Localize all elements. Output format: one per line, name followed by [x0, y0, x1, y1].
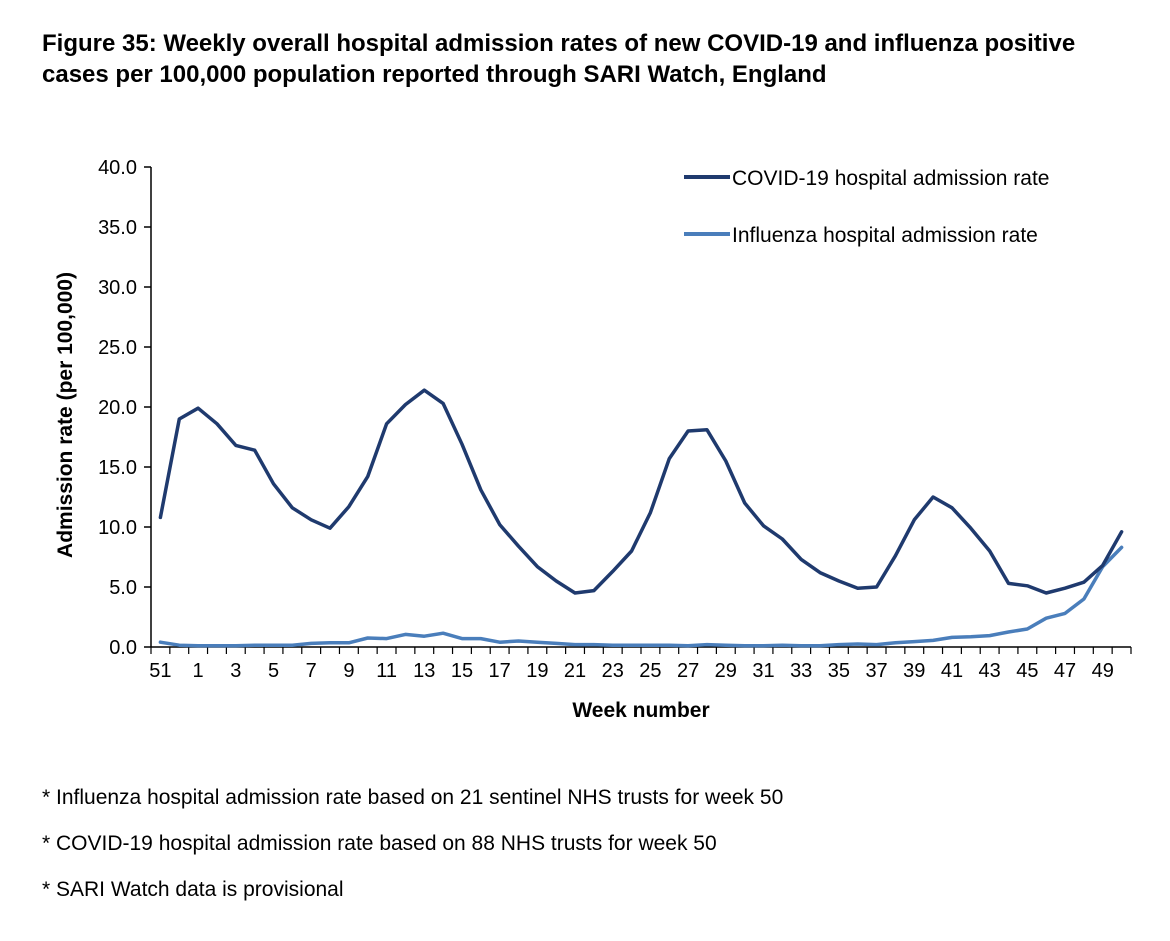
y-tick-label: 20.0: [98, 397, 137, 419]
y-tick-label: 10.0: [98, 517, 137, 539]
x-tick-label: 49: [1092, 660, 1114, 682]
x-tick-label: 35: [828, 660, 850, 682]
x-tick-label: 3: [230, 660, 241, 682]
x-tick-label: 17: [489, 660, 511, 682]
x-tick-label: 11: [376, 660, 397, 682]
covid-series-line: [158, 388, 1124, 595]
influenza-series-line: [158, 545, 1124, 648]
x-tick-label: 1: [193, 660, 204, 682]
x-tick-label: 7: [306, 660, 317, 682]
x-tick-label: 29: [715, 660, 737, 682]
y-tick-label: 5.0: [109, 577, 137, 599]
x-tick-label: 47: [1054, 660, 1076, 682]
y-tick-label: 0.0: [109, 637, 137, 659]
x-axis-ticks: 51 1 3 5 7 9 11 13 15 17 19 21 23 25 27 29 31 33 35 37 39 41 4…: [149, 647, 1132, 682]
x-tick-label: 39: [903, 660, 925, 682]
legend: COVID-19 hospital admission rate Influen…: [684, 167, 1049, 247]
x-tick-label: 13: [413, 660, 435, 682]
x-axis-title: Week number: [572, 699, 709, 722]
x-tick-label: 5: [268, 660, 279, 682]
footnote-influenza: * Influenza hospital admission rate base…: [42, 786, 784, 809]
y-tick-label: 35.0: [98, 217, 137, 239]
footnotes: * Influenza hospital admission rate base…: [42, 786, 1142, 924]
y-tick-label: 15.0: [98, 457, 137, 479]
y-tick-label: 40.0: [98, 157, 137, 179]
figure-title: Figure 35: Weekly overall hospital admis…: [42, 30, 1076, 88]
x-tick-label: 27: [677, 660, 699, 682]
footnote-covid: * COVID-19 hospital admission rate based…: [42, 832, 717, 855]
x-tick-label: 33: [790, 660, 812, 682]
x-tick-label: 23: [602, 660, 624, 682]
x-tick-label: 25: [639, 660, 661, 682]
footnote-provisional: * SARI Watch data is provisional: [42, 878, 344, 901]
x-tick-label: 19: [526, 660, 548, 682]
x-tick-label: 51: [149, 660, 171, 682]
y-tick-label: 25.0: [98, 337, 137, 359]
y-tick-label: 30.0: [98, 277, 137, 299]
legend-label-covid: COVID-19 hospital admission rate: [732, 167, 1049, 190]
x-tick-label: 9: [343, 660, 354, 682]
series-lines: [158, 388, 1124, 648]
x-tick-label: 31: [752, 660, 774, 682]
legend-label-influenza: Influenza hospital admission rate: [732, 224, 1038, 247]
y-axis-title: Admission rate (per 100,000): [54, 272, 77, 558]
x-tick-label: 15: [451, 660, 473, 682]
x-tick-label: 37: [865, 660, 887, 682]
x-tick-label: 45: [1016, 660, 1038, 682]
x-tick-label: 43: [979, 660, 1001, 682]
y-axis-ticks: 0.0 5.0 10.0 15.0 20.0 25.0 30.0 35.0 40.0: [98, 157, 151, 659]
x-tick-label: 21: [564, 660, 586, 682]
x-tick-label: 41: [941, 660, 963, 682]
line-chart: 0.05.010.015.020.025.030.035.040.0 51 1 3 5…: [54, 157, 1132, 722]
